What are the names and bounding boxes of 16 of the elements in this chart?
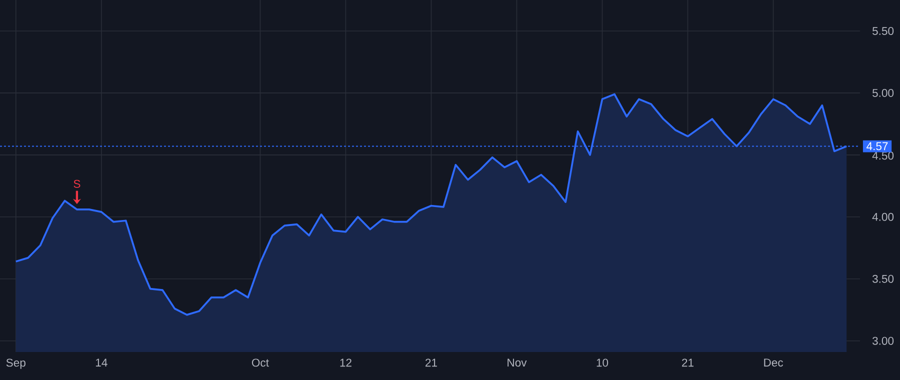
x-tick-label: Dec [764, 358, 784, 367]
annotation: S [74, 180, 80, 188]
y-tick-label: 3.50 [872, 274, 894, 283]
x-tick-label: 14 [96, 358, 108, 366]
y-tick-label: 4.00 [872, 212, 894, 221]
x-tick-label: 21 [682, 358, 694, 367]
x-tick-label: 21 [426, 358, 437, 367]
x-tick-label: Nov [508, 358, 527, 367]
ref-line-label: 4.57 [866, 142, 888, 150]
y-tick-label: 5.00 [872, 88, 894, 97]
x-tick-label: 12 [340, 358, 352, 367]
y-tick-label: 3.00 [872, 336, 894, 345]
y-tick-label: 5.50 [872, 26, 894, 35]
x-tick-label: 10 [596, 358, 608, 367]
x-tick-label: Oct [252, 358, 269, 367]
x-tick-label: Sep [6, 358, 26, 369]
